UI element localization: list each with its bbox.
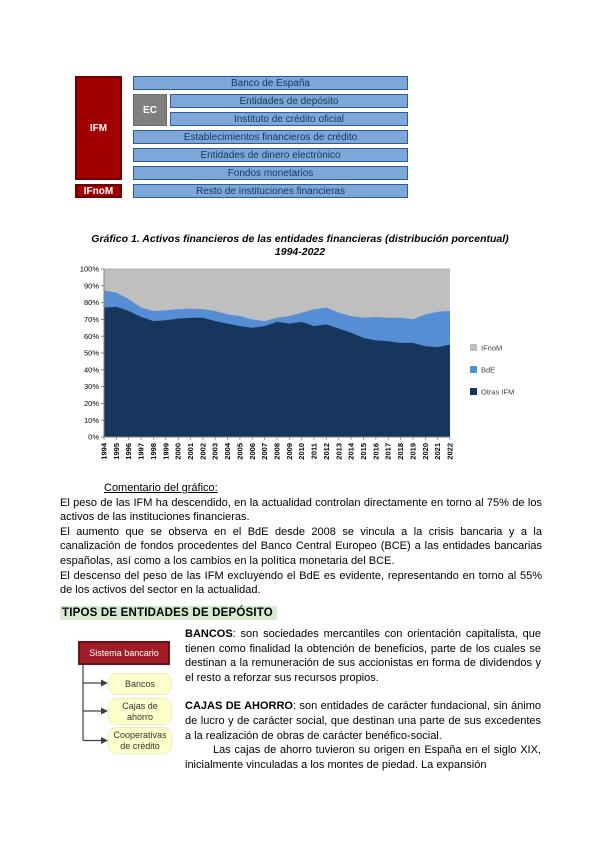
svg-text:2020: 2020: [421, 443, 430, 460]
svg-text:2004: 2004: [223, 442, 232, 460]
chart-title: Gráfico 1. Activos financieros de las en…: [60, 233, 540, 259]
svg-text:2021: 2021: [433, 443, 442, 460]
svg-text:2008: 2008: [273, 443, 282, 460]
svg-text:0%: 0%: [88, 433, 99, 442]
diagram-child-node: Cajas de ahorro: [108, 698, 172, 725]
ec-label-cell: EC: [133, 94, 167, 126]
svg-text:90%: 90%: [84, 281, 99, 290]
table-row: Entidades de depósito: [170, 94, 408, 108]
svg-text:2001: 2001: [186, 443, 195, 460]
cajas-history-paragraph: Las cajas de ahorro tuvieron su origen e…: [185, 744, 541, 771]
svg-text:1994: 1994: [100, 442, 109, 460]
ifm-table-rows: Banco de España EC Entidades de depósito…: [133, 76, 408, 198]
svg-text:2011: 2011: [310, 443, 319, 459]
table-row: Entidades de dinero electrónico: [133, 148, 408, 162]
svg-text:2012: 2012: [322, 443, 331, 460]
diagram-child-node: Cooperativas de crédito: [108, 727, 172, 754]
svg-text:2007: 2007: [260, 443, 269, 460]
svg-text:40%: 40%: [84, 365, 99, 374]
chart-title-line1: Gráfico 1. Activos financieros de las en…: [91, 233, 509, 245]
svg-text:2000: 2000: [174, 443, 183, 460]
svg-text:1996: 1996: [124, 443, 133, 460]
commentary-paragraph: El aumento que se observa en el BdE desd…: [60, 525, 542, 567]
table-row: Banco de España: [133, 76, 408, 90]
chart-commentary: Comentario del gráfico: El peso de las I…: [60, 481, 542, 598]
svg-text:20%: 20%: [84, 399, 99, 408]
table-row: Establecimientos financieros de crédito: [133, 130, 408, 144]
table-row: Fondos monetarios: [133, 166, 408, 180]
svg-text:2002: 2002: [198, 443, 207, 460]
svg-text:1997: 1997: [137, 443, 146, 460]
commentary-heading: Comentario del gráfico:: [104, 482, 218, 494]
svg-text:2003: 2003: [211, 443, 220, 460]
svg-text:2005: 2005: [235, 443, 244, 460]
svg-text:2019: 2019: [408, 443, 417, 460]
svg-text:2017: 2017: [384, 443, 393, 460]
svg-text:2010: 2010: [297, 443, 306, 460]
cajas-term: CAJAS DE AHORRO: [185, 700, 293, 713]
chart-title-line2: 1994-2022: [274, 246, 326, 258]
svg-text:BdE: BdE: [481, 366, 495, 375]
sistema-bancario-diagram: Sistema bancario Bancos Cajas de ahorro …: [60, 632, 185, 772]
ifnom-label-cell: IFnoM: [75, 184, 122, 198]
ifm-table-left-column: IFM IFnoM: [75, 76, 122, 198]
ifm-label-cell: IFM: [75, 76, 122, 180]
svg-text:60%: 60%: [84, 332, 99, 341]
svg-text:50%: 50%: [84, 349, 99, 358]
cajas-definition: CAJAS DE AHORRO: son entidades de caráct…: [185, 700, 541, 742]
svg-text:1995: 1995: [112, 443, 121, 460]
svg-text:2013: 2013: [334, 443, 343, 460]
svg-text:2018: 2018: [396, 443, 405, 460]
svg-text:Otras IFM: Otras IFM: [481, 388, 514, 397]
svg-text:2014: 2014: [347, 442, 356, 460]
svg-text:10%: 10%: [84, 416, 99, 425]
svg-text:1999: 1999: [161, 443, 170, 460]
commentary-paragraph: El descenso del peso de las IFM excluyen…: [60, 569, 542, 597]
svg-text:1998: 1998: [149, 443, 158, 460]
svg-text:30%: 30%: [84, 382, 99, 391]
stacked-area-chart-svg: 0%10%20%30%40%50%60%70%80%90%100%1994 199…: [80, 265, 515, 460]
ec-band: EC Entidades de depósito Instituto de cr…: [133, 94, 408, 126]
svg-text:2015: 2015: [359, 443, 368, 460]
commentary-paragraph: El peso de las IFM ha descendido, en la …: [60, 496, 542, 524]
svg-text:2009: 2009: [285, 443, 294, 460]
svg-text:80%: 80%: [84, 298, 99, 307]
bancos-term: BANCOS: [185, 628, 233, 640]
diagram-child-node: Bancos: [108, 673, 172, 695]
bancos-definition: BANCOS: son sociedades mercantiles con o…: [185, 628, 541, 684]
svg-text:70%: 70%: [84, 315, 99, 324]
financial-assets-chart: 0% 10% 20% 30% 40% 50% 60% 70% 80% 90% 100% 1994 199…: [58, 260, 548, 493]
svg-text:2006: 2006: [248, 443, 257, 460]
ifm-classification-table: IFM IFnoM Banco de España EC Entidades d…: [75, 76, 408, 198]
svg-text:100%: 100%: [80, 265, 100, 274]
table-row: Instituto de crédito oficial: [170, 112, 408, 126]
diagram-root-node: Sistema bancario: [78, 641, 170, 665]
table-row: Resto de instituciones financieras: [133, 184, 408, 198]
definitions-text: BANCOS: son sociedades mercantiles con o…: [185, 627, 541, 772]
section-heading: TIPOS DE ENTIDADES DE DEPÓSITO: [60, 606, 277, 620]
svg-text:2022: 2022: [446, 443, 455, 460]
svg-text:2016: 2016: [371, 443, 380, 460]
svg-text:IFnoM: IFnoM: [481, 344, 502, 353]
diagram-connector-lines: [82, 665, 108, 744]
